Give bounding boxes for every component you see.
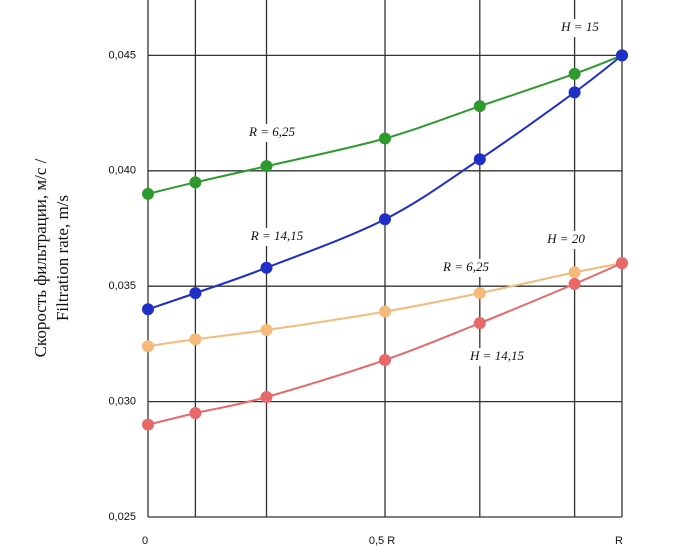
- annotation-bg: [243, 228, 311, 246]
- data-point: [142, 187, 154, 200]
- data-point: [189, 407, 202, 420]
- data-point: [568, 266, 581, 279]
- annotation: R = 6,25: [442, 259, 489, 274]
- data-point: [616, 257, 628, 270]
- data-point: [189, 287, 202, 300]
- y-tick-label: 0,025: [108, 511, 136, 523]
- data-point: [568, 86, 581, 99]
- data-point: [142, 418, 154, 431]
- y-tick-label: 0,040: [108, 165, 136, 177]
- annotation: R = 14,15: [250, 228, 304, 243]
- annotation: H = 14,15: [469, 348, 524, 363]
- annotation-bg: [432, 259, 500, 277]
- y-tick-label: 0,045: [108, 49, 136, 61]
- x-tick-label: 0: [142, 535, 148, 547]
- data-point: [260, 160, 273, 173]
- y-tick-label: 0,030: [108, 396, 136, 408]
- data-point: [379, 132, 391, 145]
- data-point: [473, 153, 486, 166]
- annotation-bg: [532, 231, 600, 249]
- data-point: [142, 340, 154, 353]
- data-point: [260, 261, 273, 274]
- data-point: [189, 176, 202, 189]
- data-point: [473, 100, 486, 113]
- annotation-bg: [546, 19, 614, 37]
- data-point: [379, 354, 391, 367]
- data-point: [568, 67, 581, 80]
- x-tick-label: R: [615, 535, 623, 547]
- data-point: [260, 390, 273, 403]
- data-point: [473, 317, 486, 330]
- x-tick-label: 0,5 R: [369, 535, 395, 547]
- data-point: [568, 277, 581, 290]
- annotation-bg: [238, 124, 306, 142]
- annotation: H = 15: [560, 19, 599, 34]
- data-point: [379, 305, 391, 318]
- y-tick-label: 0,035: [108, 280, 136, 292]
- annotation: H = 20: [546, 231, 585, 246]
- annotation: R = 6,25: [248, 124, 295, 139]
- y-axis-label: Скорость фильтрации, м/с /: [31, 158, 50, 357]
- annotation-bg: [463, 348, 531, 366]
- data-point: [379, 213, 391, 226]
- data-point: [142, 303, 154, 316]
- data-point: [473, 287, 486, 300]
- data-point: [260, 324, 273, 337]
- data-point: [189, 333, 202, 346]
- data-point: [616, 49, 628, 62]
- y-axis-label: Filtration rate, m/s: [53, 195, 72, 321]
